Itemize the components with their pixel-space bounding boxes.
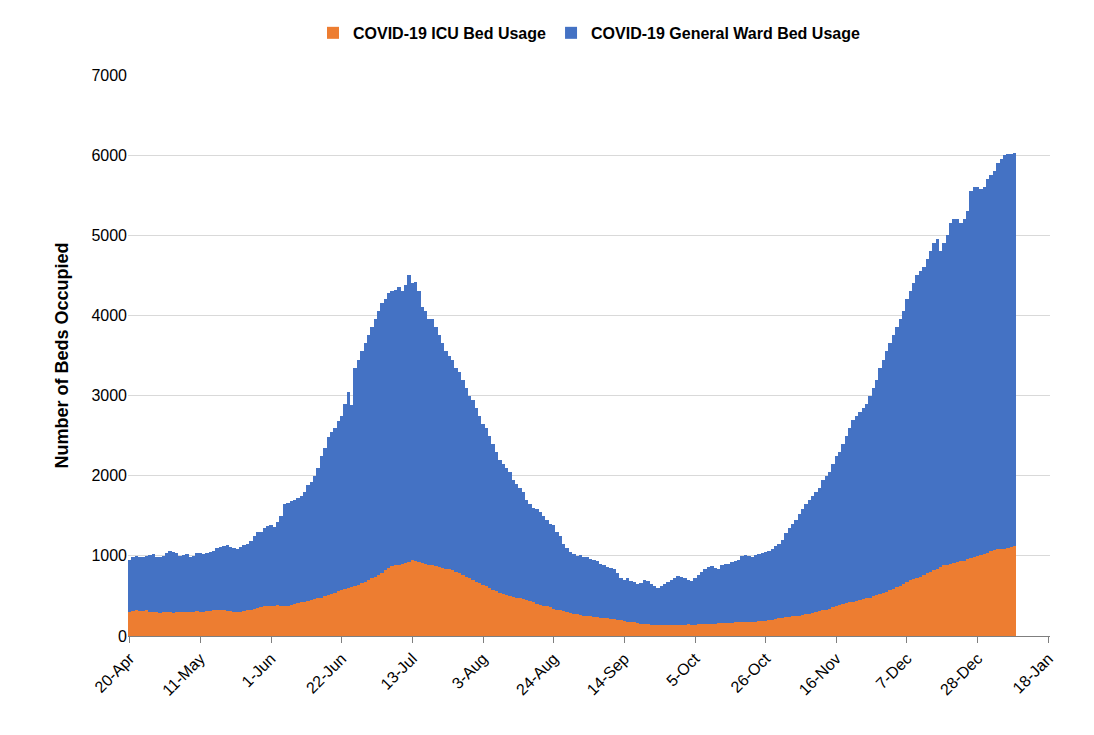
svg-text:COVID-19 ICU Bed Usage: COVID-19 ICU Bed Usage: [353, 25, 546, 42]
svg-text:28-Dec: 28-Dec: [937, 650, 985, 698]
svg-text:1-Jun: 1-Jun: [238, 650, 278, 690]
svg-text:18-Jan: 18-Jan: [1009, 650, 1056, 697]
svg-text:7-Dec: 7-Dec: [873, 650, 915, 692]
svg-text:13-Jul: 13-Jul: [377, 650, 420, 693]
svg-text:7000: 7000: [91, 67, 127, 84]
svg-text:26-Oct: 26-Oct: [727, 650, 773, 696]
svg-text:11-May: 11-May: [159, 650, 208, 699]
svg-text:3000: 3000: [91, 387, 127, 404]
svg-text:24-Aug: 24-Aug: [513, 650, 562, 699]
svg-text:22-Jun: 22-Jun: [303, 650, 350, 697]
svg-text:COVID-19 General Ward Bed Usag: COVID-19 General Ward Bed Usage: [591, 25, 860, 42]
svg-text:1000: 1000: [91, 547, 127, 564]
svg-text:3-Aug: 3-Aug: [449, 650, 491, 692]
svg-text:4000: 4000: [91, 307, 127, 324]
svg-text:16-Nov: 16-Nov: [796, 650, 844, 698]
svg-text:2000: 2000: [91, 467, 127, 484]
svg-text:6000: 6000: [91, 147, 127, 164]
svg-text:5-Oct: 5-Oct: [663, 650, 703, 690]
svg-text:20-Apr: 20-Apr: [91, 649, 137, 695]
svg-text:Number of Beds Occupied: Number of Beds Occupied: [52, 242, 72, 468]
svg-text:14-Sep: 14-Sep: [584, 650, 633, 699]
svg-text:0: 0: [118, 628, 127, 645]
svg-text:5000: 5000: [91, 227, 127, 244]
